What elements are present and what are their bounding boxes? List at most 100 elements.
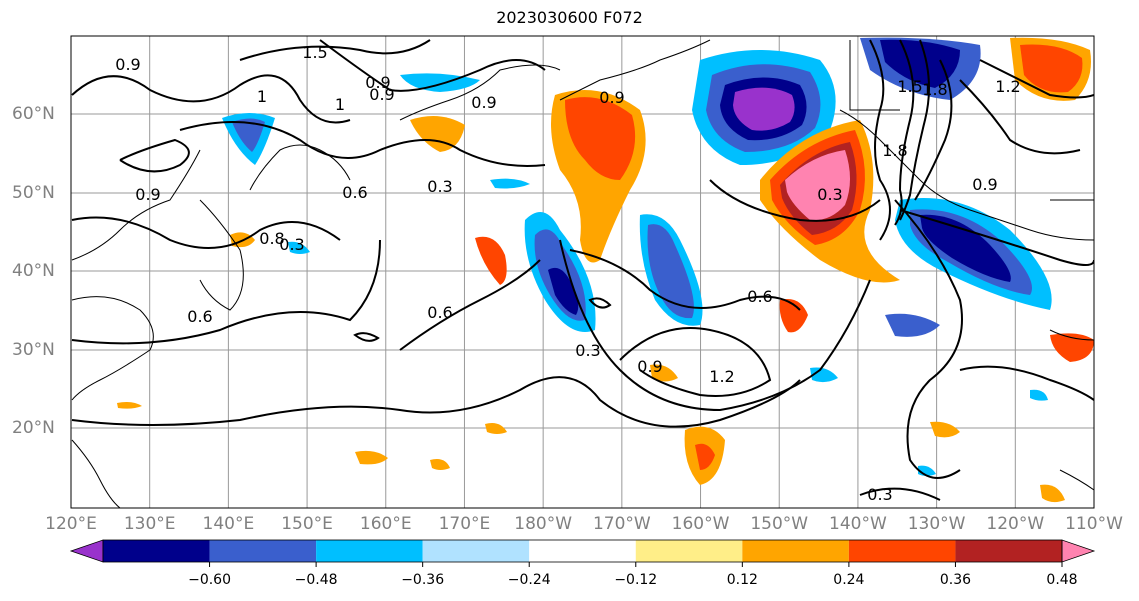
neg-anomaly-alaska-center (733, 87, 795, 131)
longitude-label: 170°W (592, 514, 651, 534)
coastline (71, 296, 154, 401)
contour-line (869, 39, 891, 241)
neg-anomaly-mid1-dark (548, 267, 579, 315)
colorbar-tick-label: 0.48 (1046, 572, 1078, 588)
pos-anomaly-central-core (565, 97, 636, 180)
pos-anomaly-bc (1050, 333, 1094, 362)
contour-line (559, 239, 871, 412)
latitude-label: 50°N (12, 183, 55, 203)
longitude-label: 120°E (45, 514, 97, 534)
pos-anomaly-30n (650, 364, 678, 382)
contour-line (859, 487, 941, 501)
longitude-label: 160°E (359, 514, 412, 534)
coastline (1049, 329, 1094, 341)
longitude-label: 140°W (829, 514, 887, 534)
contour-label: 0.3 (427, 177, 452, 196)
contour-line (569, 249, 801, 311)
contour-label: 1.2 (995, 77, 1020, 96)
contour-label: 0.9 (471, 93, 496, 112)
contour-line (71, 239, 381, 345)
longitude-label: 150°E (281, 514, 333, 534)
contour-line (179, 121, 546, 167)
contour-line (71, 376, 801, 428)
contour-line (399, 259, 541, 351)
colorbar-tick-label: −0.12 (614, 572, 658, 588)
latitude-label: 40°N (12, 261, 55, 281)
contour-line (319, 39, 546, 92)
contour-line (71, 216, 341, 249)
coastline (849, 40, 900, 111)
contour-label: 0.3 (817, 185, 842, 204)
coastline-layer (71, 39, 1094, 508)
contour-label: 0.6 (747, 287, 772, 306)
colorbar-tick-label: 0.24 (833, 572, 865, 588)
pos-anomaly-sw2 (430, 459, 450, 470)
pos-anomaly-ne-core (1020, 44, 1083, 93)
contour-line (899, 39, 930, 221)
pos-anomaly-se (1040, 484, 1065, 503)
contour-line (899, 209, 1094, 266)
contour-label: 1 (257, 87, 267, 106)
contour-label: 1.8 (882, 141, 907, 160)
neg-anomaly-mid2-core (647, 224, 694, 319)
contour-line (239, 39, 431, 61)
neg-anomaly-japan-core (232, 118, 265, 152)
contour-line (959, 79, 1081, 155)
longitude-label: 170°E (438, 514, 491, 534)
pos-anomaly-sw (355, 450, 388, 465)
longitude-label: 140°E (202, 514, 255, 534)
contour-line (914, 59, 953, 201)
contour-label: 0.9 (369, 85, 394, 104)
contour-label: 0.9 (115, 55, 140, 74)
neg-anomaly-small-w2 (288, 241, 310, 254)
contour-line (619, 327, 772, 397)
contour-label: 1.5 (302, 43, 327, 62)
pos-anomaly-sw4 (117, 402, 142, 409)
contour-label: 1.8 (922, 80, 947, 99)
neg-anomaly-30n-e (885, 313, 940, 337)
pos-anomaly-w40n (475, 236, 507, 285)
pos-anomaly-sw3 (485, 423, 507, 434)
pos-anomaly-20n-core (695, 443, 715, 470)
contour-line (894, 199, 963, 479)
colorbar-tick-label: −0.60 (188, 572, 231, 588)
contour-line (709, 179, 881, 222)
neg-anomaly-small-e2 (1030, 389, 1048, 401)
contour-labels: 0.91.50.91 0.910.9 0.60.90.30.80.90.60.30.… (115, 43, 1020, 504)
colorbar-tick-label: −0.36 (401, 572, 445, 588)
contour-line (119, 138, 190, 173)
contour-label: 0.6 (187, 307, 212, 326)
pos-anomaly-e (930, 421, 960, 438)
coastline (71, 149, 201, 261)
contour-label: 0.9 (599, 88, 624, 107)
coastline (839, 109, 1094, 241)
map-title: 2023030600 F072 (496, 8, 643, 27)
contour-line (959, 365, 1094, 401)
contour-label: 0.3 (279, 235, 304, 254)
contour-label: 0.8 (259, 229, 284, 248)
coastline (559, 39, 711, 101)
longitude-label: 150°W (750, 514, 809, 534)
contour-label: 0.9 (135, 185, 160, 204)
colorbar-tick-label: 0.12 (726, 572, 758, 588)
map-frame (70, 35, 1095, 509)
pos-anomaly-gulf-pink (785, 150, 850, 221)
colorbar-tick-label: 0.36 (939, 572, 972, 588)
pos-anomaly-160w (779, 299, 808, 333)
colorbar-tick-label: −0.48 (294, 572, 338, 588)
coastline (199, 199, 244, 311)
contour-label: 0.9 (637, 357, 662, 376)
contour-label: 1 (335, 95, 345, 114)
longitude-label: 130°E (123, 514, 176, 534)
contour-label: 1.5 (897, 77, 922, 96)
coastline (1059, 469, 1094, 491)
contour-line (588, 297, 612, 309)
longitude-label: 130°W (907, 514, 966, 534)
longitude-label: 160°W (671, 514, 730, 534)
neg-anomaly-top-core (880, 39, 960, 88)
coastline (399, 64, 561, 121)
latitude-label: 20°N (12, 418, 55, 438)
coastline (249, 144, 351, 191)
latitude-label: 30°N (12, 340, 55, 360)
